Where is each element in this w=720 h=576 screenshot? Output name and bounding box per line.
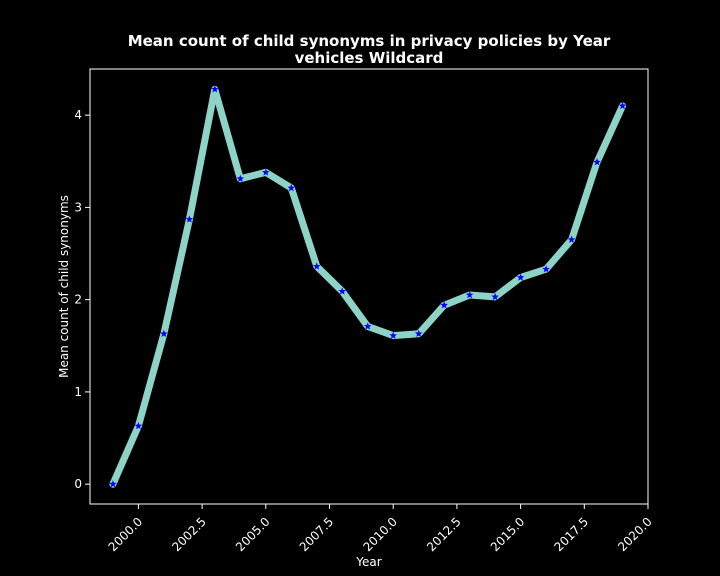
data-point-marker [338,287,347,295]
plot-frame [89,68,649,505]
data-point-marker [211,85,219,93]
y-axis-label: Mean count of child synonyms [57,195,71,378]
data-point-marker [160,329,168,338]
data-point-marker [389,331,398,339]
data-point-marker [312,262,321,270]
chart-title-line1: Mean count of child synonyms in privacy … [128,32,611,50]
y-tick-label: 2 [74,293,82,307]
data-point-marker [618,101,627,110]
data-point-marker [363,322,372,330]
data-point-marker [262,168,270,176]
data-point-marker [287,184,296,192]
data-point-marker [516,273,525,281]
y-tick-label: 4 [74,108,82,122]
data-point-marker [109,480,117,488]
data-point-marker [542,265,550,273]
data-point-marker [414,329,423,338]
data-point-marker [567,235,576,243]
y-tick-label: 1 [74,385,82,399]
y-tick-label: 0 [74,477,82,491]
data-point-marker [134,422,143,430]
data-point-marker [236,174,245,183]
data-point-marker [465,291,474,299]
data-point-marker [440,301,448,309]
plot-area [109,85,627,488]
chart-title-line2: vehicles Wildcard [295,49,444,67]
y-tick-label: 3 [74,200,82,214]
data-point-marker [185,215,194,223]
data-point-marker [491,292,499,301]
data-point-marker [593,158,601,166]
x-axis-label: Year [355,555,381,569]
